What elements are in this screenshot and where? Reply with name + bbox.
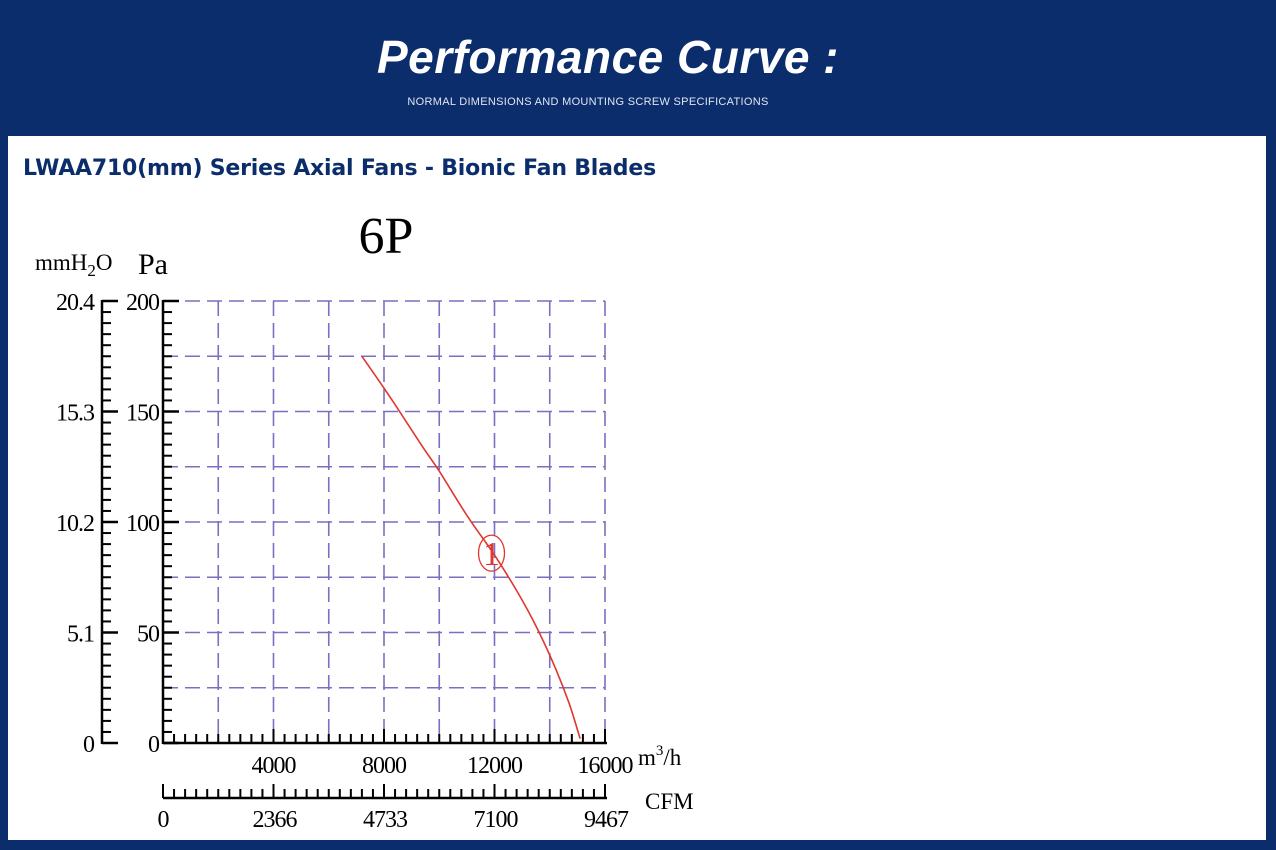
y-tick-label-pa: 50 <box>137 622 160 648</box>
y-tick-label-pa: 150 <box>126 401 160 427</box>
chart-title: 6P <box>359 208 414 265</box>
x2-axis-label-cfm: CFM <box>645 789 694 814</box>
y-tick-label-mmh2o: 10.2 <box>56 511 94 537</box>
y-tick-label-mmh2o: 0 <box>83 732 95 758</box>
x2-tick-label-cfm: 7100 <box>474 807 519 833</box>
y-axis-label-pa: Pa <box>138 248 168 281</box>
curve-label: 1 <box>483 536 500 573</box>
chart-panel: LWAA710(mm) Series Axial Fans - Bionic F… <box>8 136 1266 840</box>
y-tick-label-pa: 200 <box>126 290 160 316</box>
y-tick-label-mmh2o: 15.3 <box>56 401 95 427</box>
series-title: LWAA710(mm) Series Axial Fans - Bionic F… <box>23 156 656 181</box>
x2-tick-label-cfm: 4733 <box>363 807 408 833</box>
curve-layer: 1 <box>361 355 581 739</box>
x2-tick-label-cfm: 2366 <box>253 807 298 833</box>
page-title: Performance Curve : <box>377 31 839 83</box>
performance-curve-1 <box>361 355 581 739</box>
grid-layer <box>163 300 606 743</box>
x-tick-label-m3h: 4000 <box>252 753 297 779</box>
x-axis-unit: m3/h <box>638 743 682 770</box>
page-subtitle: NORMAL DIMENSIONS AND MOUNTING SCREW SPE… <box>407 96 769 108</box>
header-banner: Performance Curve : NORMAL DIMENSIONS AN… <box>0 0 1276 136</box>
axis-layer <box>100 299 607 800</box>
y-tick-label-pa: 0 <box>148 732 160 758</box>
y-tick-label-mmh2o: 5.1 <box>67 622 94 648</box>
y-tick-label-mmh2o: 20.4 <box>56 290 95 316</box>
x2-tick-label-cfm: 9467 <box>584 807 629 833</box>
x-tick-label-m3h: 12000 <box>467 753 523 779</box>
x2-tick-label-cfm: 0 <box>158 807 170 833</box>
label-layer: 0 0 50 5.1 100 10.2 150 15.3 200 20.4 4000 8000 1200… <box>56 290 635 833</box>
performance-chart: 1 0 0 50 5.1 100 10.2 150 15.3 200 20.4 4000 8000 12… <box>35 208 694 833</box>
x-tick-label-m3h: 8000 <box>362 753 407 779</box>
x-tick-label-m3h: 16000 <box>578 753 634 779</box>
curve-label-circle <box>477 534 506 572</box>
y-tick-label-pa: 100 <box>126 511 160 537</box>
y-axis-label-mmh2o: mmH2O <box>35 250 113 280</box>
